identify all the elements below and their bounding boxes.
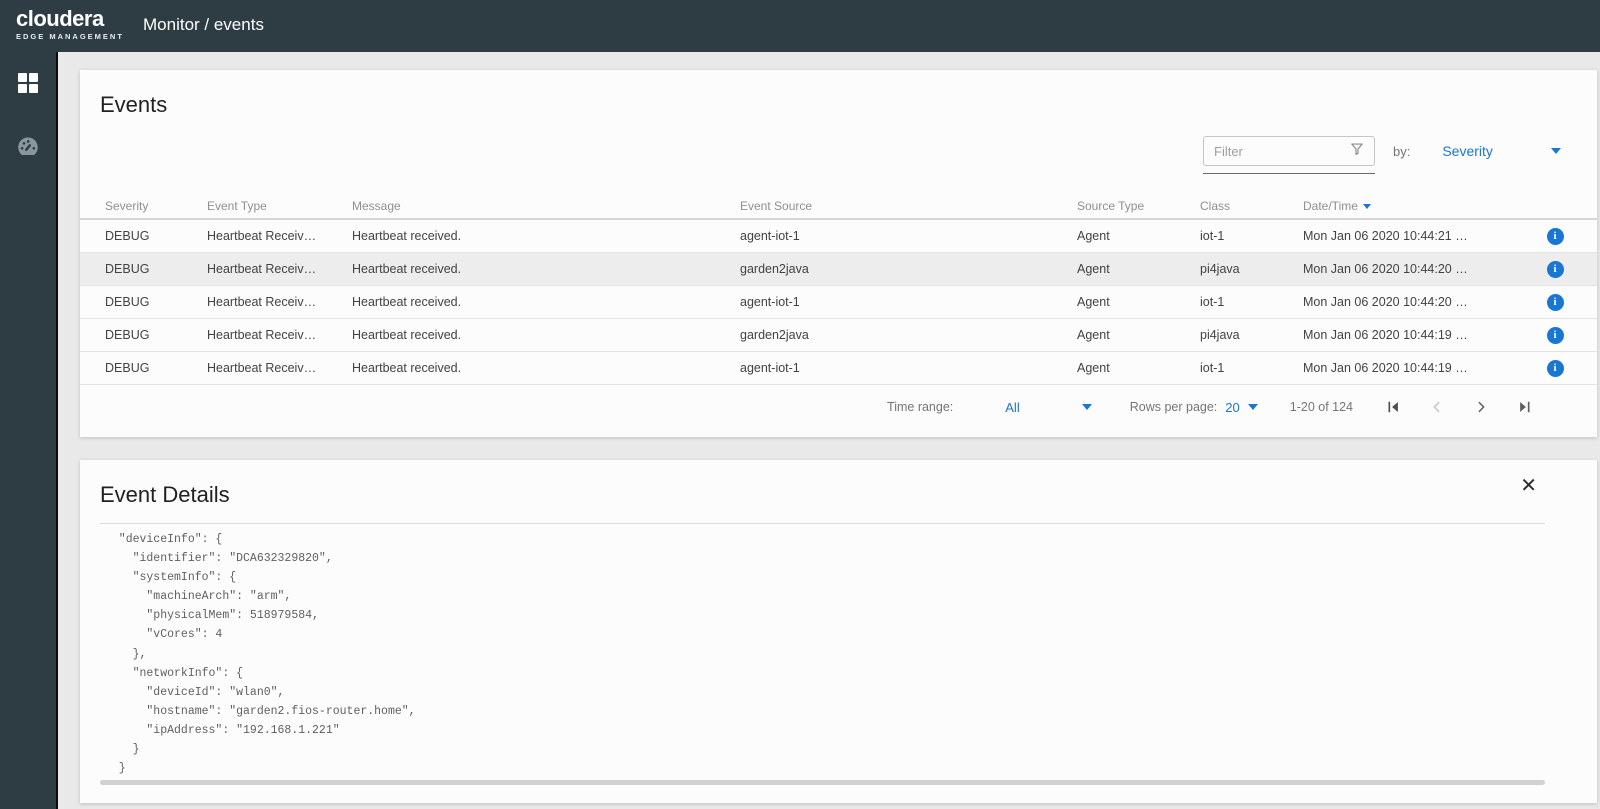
info-icon[interactable]: i xyxy=(1546,326,1564,344)
events-title: Events xyxy=(100,92,168,117)
sidebar-nav xyxy=(0,52,58,809)
cell-source-type: Agent xyxy=(1077,262,1110,276)
cell-event-type: Heartbeat Receiv… xyxy=(207,262,317,276)
chevron-down-icon[interactable] xyxy=(1081,404,1092,410)
filter-field-value: Severity xyxy=(1442,143,1493,159)
cell-message: Heartbeat received. xyxy=(352,295,462,309)
cell-source-type: Agent xyxy=(1077,361,1110,375)
event-json-viewer: "deviceInfo": { "identifier": "DCA632329… xyxy=(100,523,1545,785)
cell-source-type: Agent xyxy=(1077,229,1110,243)
cell-class: pi4java xyxy=(1200,328,1240,342)
next-page-button[interactable] xyxy=(1471,397,1491,417)
table-row[interactable]: DEBUG Heartbeat Receiv… Heartbeat receiv… xyxy=(80,319,1597,352)
filter-field-select[interactable]: Severity xyxy=(1442,143,1561,159)
table-row[interactable]: DEBUG Heartbeat Receiv… Heartbeat receiv… xyxy=(80,220,1597,253)
filter-by-label: by: xyxy=(1393,144,1411,159)
table-footer: Time range: All Rows per page: 20 1-20 o… xyxy=(887,392,1535,422)
filter-input[interactable] xyxy=(1214,143,1348,159)
cell-message: Heartbeat received. xyxy=(352,262,462,276)
horizontal-scrollbar[interactable] xyxy=(100,780,1545,785)
last-page-icon xyxy=(1520,401,1530,413)
table-row[interactable]: DEBUG Heartbeat Receiv… Heartbeat receiv… xyxy=(80,286,1597,319)
cell-message: Heartbeat received. xyxy=(352,361,462,375)
table-row[interactable]: DEBUG Heartbeat Receiv… Heartbeat receiv… xyxy=(80,352,1597,385)
first-page-button[interactable] xyxy=(1383,397,1403,417)
cell-event-source: agent-iot-1 xyxy=(740,361,800,375)
cell-message: Heartbeat received. xyxy=(352,229,462,243)
cell-event-source: garden2java xyxy=(740,328,809,342)
info-icon[interactable]: i xyxy=(1546,227,1564,245)
cloudera-logo: cloudera EDGE MANAGEMENT xyxy=(16,6,124,42)
last-page-button[interactable] xyxy=(1515,397,1535,417)
filter-underline xyxy=(1203,173,1375,174)
cell-event-source: garden2java xyxy=(740,262,809,276)
table-header-row: Severity Event Type Message Event Source… xyxy=(80,193,1597,220)
sidebar-item-dashboard[interactable] xyxy=(15,72,41,98)
cell-severity: DEBUG xyxy=(105,229,150,243)
cell-event-source: agent-iot-1 xyxy=(740,229,800,243)
first-page-icon xyxy=(1388,401,1398,413)
rows-per-page-label: Rows per page: xyxy=(1129,400,1218,414)
cell-event-type: Heartbeat Receiv… xyxy=(207,328,317,342)
cell-datetime: Mon Jan 06 2020 10:44:19 … xyxy=(1303,328,1468,342)
cell-event-type: Heartbeat Receiv… xyxy=(207,295,317,309)
cell-datetime: Mon Jan 06 2020 10:44:20 … xyxy=(1303,295,1468,309)
column-header-class[interactable]: Class xyxy=(1200,198,1231,213)
cell-class: pi4java xyxy=(1200,262,1240,276)
column-header-datetime[interactable]: Date/Time xyxy=(1303,199,1518,213)
chevron-down-icon[interactable] xyxy=(1247,404,1258,410)
filter-field xyxy=(1203,136,1375,174)
filter-row: by: Severity xyxy=(1203,136,1561,174)
cell-datetime: Mon Jan 06 2020 10:44:21 … xyxy=(1303,229,1468,243)
close-icon[interactable]: ✕ xyxy=(1520,475,1537,497)
table-row[interactable]: DEBUG Heartbeat Receiv… Heartbeat receiv… xyxy=(80,253,1597,286)
cell-severity: DEBUG xyxy=(105,295,150,309)
cell-event-type: Heartbeat Receiv… xyxy=(207,229,317,243)
cell-datetime: Mon Jan 06 2020 10:44:19 … xyxy=(1303,361,1468,375)
pagination-range: 1-20 of 124 xyxy=(1289,400,1353,414)
cell-class: iot-1 xyxy=(1200,229,1225,243)
cell-event-type: Heartbeat Receiv… xyxy=(207,361,317,375)
breadcrumb: Monitor / events xyxy=(143,15,264,34)
cell-severity: DEBUG xyxy=(105,328,150,342)
info-icon[interactable]: i xyxy=(1546,260,1564,278)
chevron-down-icon xyxy=(1550,148,1561,154)
gauge-icon xyxy=(15,134,41,165)
cell-source-type: Agent xyxy=(1077,328,1110,342)
cell-severity: DEBUG xyxy=(105,262,150,276)
info-icon[interactable]: i xyxy=(1546,359,1564,377)
column-header-source-type[interactable]: Source Type xyxy=(1077,198,1145,213)
cell-message: Heartbeat received. xyxy=(352,328,462,342)
previous-page-button[interactable] xyxy=(1427,397,1447,417)
sidebar-item-monitor[interactable] xyxy=(15,136,41,162)
event-details-title: Event Details xyxy=(100,482,230,507)
cell-event-source: agent-iot-1 xyxy=(740,295,800,309)
cell-class: iot-1 xyxy=(1200,295,1225,309)
cell-source-type: Agent xyxy=(1077,295,1110,309)
top-app-bar: cloudera EDGE MANAGEMENT Monitor / event… xyxy=(0,0,1600,52)
logo-wordmark: cloudera xyxy=(16,6,104,31)
column-header-event-source[interactable]: Event Source xyxy=(740,198,813,213)
info-icon[interactable]: i xyxy=(1546,293,1564,311)
event-json-content: "deviceInfo": { "identifier": "DCA632329… xyxy=(105,533,416,785)
event-details-panel: Event Details ✕ "deviceInfo": { "identif… xyxy=(80,460,1597,803)
events-panel: Events by: Severity xyxy=(80,70,1597,437)
time-range-select[interactable]: All xyxy=(1005,399,1020,415)
rows-per-page-select[interactable]: 20 xyxy=(1225,399,1240,415)
chevron-right-icon xyxy=(1478,401,1485,413)
funnel-icon xyxy=(1348,140,1366,163)
events-table: Severity Event Type Message Event Source… xyxy=(80,193,1597,385)
column-header-severity[interactable]: Severity xyxy=(105,198,149,213)
column-header-message[interactable]: Message xyxy=(352,198,401,213)
main-content: Events by: Severity xyxy=(60,52,1600,809)
logo-subtitle: EDGE MANAGEMENT xyxy=(16,32,124,41)
time-range-label: Time range: xyxy=(887,400,954,414)
cell-datetime: Mon Jan 06 2020 10:44:20 … xyxy=(1303,262,1468,276)
grid-icon xyxy=(17,72,39,99)
chevron-left-icon xyxy=(1433,401,1440,413)
cell-severity: DEBUG xyxy=(105,361,150,375)
sort-desc-icon xyxy=(1362,203,1371,209)
column-header-event-type[interactable]: Event Type xyxy=(207,198,267,213)
cell-class: iot-1 xyxy=(1200,361,1225,375)
